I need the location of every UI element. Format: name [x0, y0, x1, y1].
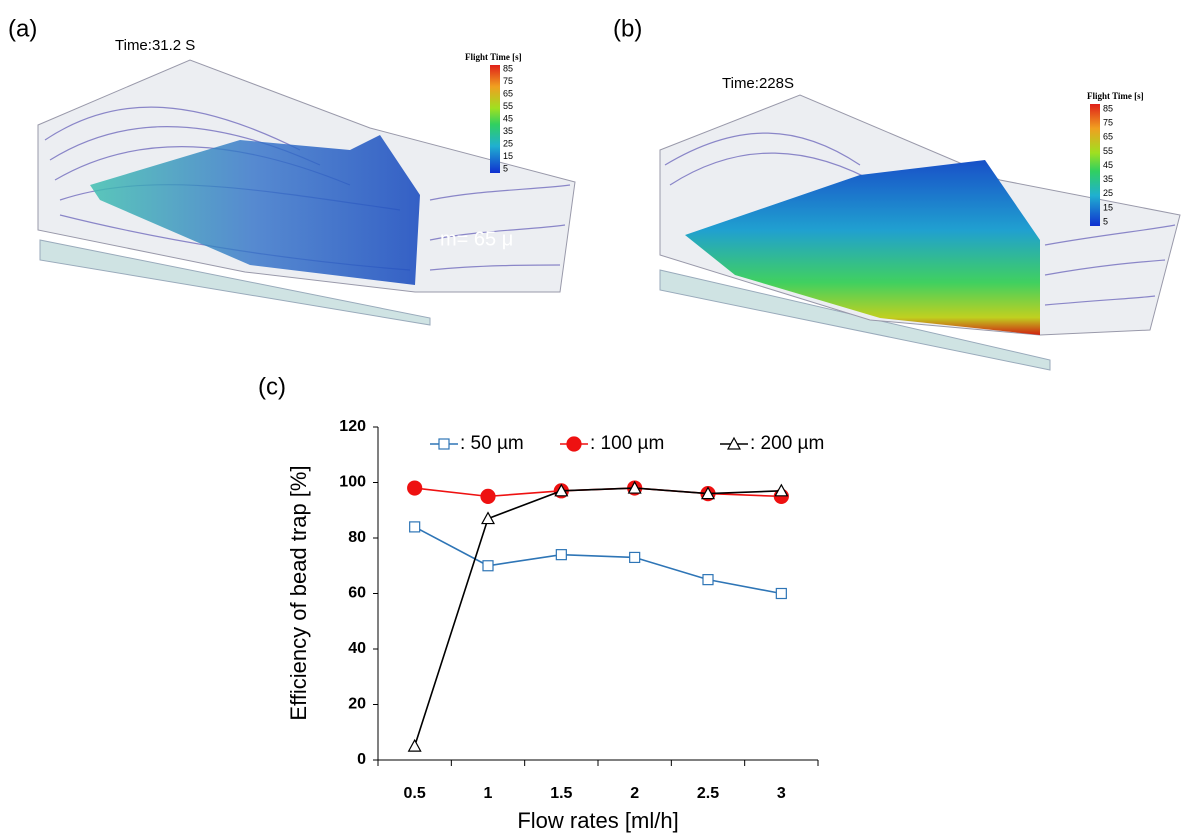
y-tick-label: 40	[348, 640, 366, 657]
colorbar-tick-label: 55	[503, 101, 513, 111]
panel-label: (a)	[8, 15, 37, 42]
legend-marker	[567, 437, 581, 451]
colorbar-tick-label: 65	[1103, 132, 1113, 142]
x-tick-label: 3	[777, 785, 786, 802]
legend-label: : 100 µm	[590, 433, 664, 454]
colorbar-tick-label: 15	[1103, 202, 1113, 212]
time-label: Time:31.2 S	[115, 37, 195, 54]
figure: (a) Time:31.2 S m= 65 μ Flight Time [s] …	[0, 0, 1186, 837]
x-tick-label: 0.5	[404, 785, 426, 802]
y-axis-title: Efficiency of bead trap [%]	[286, 465, 311, 720]
legend-label: : 50 µm	[460, 433, 524, 454]
y-tick-label: 0	[357, 751, 366, 768]
panel-a: (a) Time:31.2 S m= 65 μ Flight Time [s]	[8, 15, 575, 325]
marker	[556, 550, 566, 560]
panel-label: (b)	[613, 15, 642, 42]
colorbar-tick-label: 65	[503, 88, 513, 98]
series-line	[415, 527, 782, 594]
x-tick-label: 1	[484, 785, 493, 802]
colorbar-tick-label: 35	[1103, 174, 1113, 184]
marker	[703, 575, 713, 585]
panel-b: (b) Time:228S Flight Time [s]	[613, 15, 1180, 370]
x-tick-label: 2.5	[697, 785, 719, 802]
panel-label: (c)	[258, 373, 286, 400]
colorbar-tick-label: 5	[1103, 216, 1108, 226]
marker	[481, 489, 495, 503]
colorbar	[1090, 104, 1100, 226]
marker	[408, 481, 422, 495]
colorbar-tick-label: 85	[1103, 103, 1113, 113]
y-tick-label: 20	[348, 696, 366, 713]
y-tick-label: 60	[348, 585, 366, 602]
y-tick-label: 100	[339, 474, 366, 491]
legend-marker	[439, 439, 449, 449]
colorbar-title: Flight Time [s]	[1087, 91, 1144, 101]
x-axis-title: Flow rates [ml/h]	[517, 808, 678, 833]
colorbar-tick-label: 5	[503, 163, 508, 173]
marker	[483, 561, 493, 571]
marker	[630, 552, 640, 562]
chart: (c) Flow rates [ml/h] Efficiency of bead…	[258, 373, 824, 832]
colorbar-tick-label: 85	[503, 63, 513, 73]
y-tick-label: 120	[339, 418, 366, 435]
x-tick-label: 1.5	[550, 785, 572, 802]
colorbar-tick-label: 25	[503, 138, 513, 148]
time-label: Time:228S	[722, 75, 794, 92]
colorbar-tick-label: 45	[1103, 160, 1113, 170]
marker	[482, 513, 494, 524]
colorbar-tick-label: 45	[503, 113, 513, 123]
colorbar-tick-label: 15	[503, 151, 513, 161]
series-line	[415, 488, 782, 746]
colorbar-tick-label: 75	[1103, 118, 1113, 128]
colorbar	[490, 65, 500, 173]
colorbar-tick-label: 25	[1103, 188, 1113, 198]
x-tick-label: 2	[630, 785, 639, 802]
colorbar-tick-label: 75	[503, 76, 513, 86]
y-tick-label: 80	[348, 529, 366, 546]
marker	[410, 522, 420, 532]
colorbar-title: Flight Time [s]	[465, 52, 522, 62]
legend-label: : 200 µm	[750, 433, 824, 454]
colorbar-tick-label: 35	[503, 126, 513, 136]
annotation: m= 65 μ	[440, 228, 513, 250]
marker	[776, 589, 786, 599]
marker	[409, 740, 421, 751]
colorbar-tick-label: 55	[1103, 146, 1113, 156]
